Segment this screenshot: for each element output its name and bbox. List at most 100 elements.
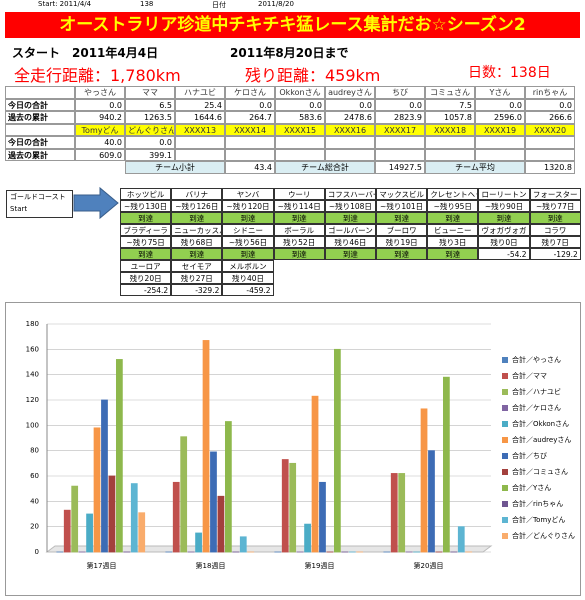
table-cell (175, 136, 225, 149)
row-label (5, 123, 75, 136)
city-name: コフスハーバー (324, 188, 376, 200)
remaining-distance: 残り距離：459km (245, 66, 381, 85)
city-days: 残り20日 (120, 272, 172, 284)
legend-swatch (502, 437, 508, 443)
legend-swatch (502, 501, 508, 507)
bar (180, 436, 188, 553)
y-tick-label: 0 (35, 548, 39, 556)
team-avg: 1320.8 (525, 161, 575, 174)
table-cell: XXXX18 (425, 123, 475, 136)
city-status: 到達 (171, 212, 223, 224)
bar (210, 451, 217, 553)
table-cell (475, 136, 525, 149)
end-date: 2011/8/20 (258, 0, 294, 8)
city-status: 到達 (478, 212, 530, 224)
chart-frame (5, 302, 581, 596)
table-cell: XXXX20 (525, 123, 575, 136)
bar (319, 481, 326, 553)
table-cell (325, 148, 375, 161)
table-cell: ママ (125, 86, 175, 99)
x-tick-label: 第17週目 (87, 561, 117, 570)
bar (457, 526, 465, 553)
y-tick-label: 120 (26, 396, 39, 404)
bar (390, 473, 398, 553)
city-days: ~残り77日 (529, 200, 581, 212)
legend-label: 合計／コミュさん (512, 467, 568, 476)
table-cell: Tomyどん (75, 123, 125, 136)
legend-swatch (502, 405, 508, 411)
table-cell (425, 136, 475, 149)
day-count: 日数：138日 (468, 65, 551, 81)
y-tick-label: 20 (30, 523, 39, 531)
city-status: 到達 (427, 248, 479, 260)
city-status: 到達 (273, 248, 325, 260)
arrow-shape (73, 186, 119, 220)
bar (138, 512, 146, 553)
legend-swatch (502, 373, 508, 379)
table-cell: 6.5 (125, 98, 175, 111)
city-name: コラワ (529, 224, 581, 236)
bar (93, 427, 101, 553)
table-cell: 609.0 (75, 148, 125, 161)
city-days: 残り7日 (529, 236, 581, 248)
bar (398, 473, 406, 553)
bar (101, 399, 108, 553)
bar (115, 359, 123, 553)
bar (86, 513, 93, 553)
bar (289, 462, 297, 553)
city-days: 残り68日 (171, 236, 223, 248)
end-line: 2011年8月20日まで (230, 46, 349, 60)
avg-label: チーム平均 (425, 161, 525, 174)
city-status: 到達 (376, 248, 428, 260)
subtotal: 43.4 (225, 161, 275, 174)
legend-label: 合計／ハナユビ (512, 387, 561, 396)
city-days: ~残り90日 (478, 200, 530, 212)
y-tick-label: 60 (30, 472, 39, 480)
y-tick-label: 40 (30, 497, 39, 505)
city-remaining: -129.2 (529, 248, 581, 260)
city-name: ヴォガヴォガ (478, 224, 530, 236)
table-cell (375, 136, 425, 149)
legend-label: 合計／Tomyどん (512, 515, 565, 524)
bar (428, 450, 435, 553)
city-status: 到達 (376, 212, 428, 224)
table-cell: 1644.6 (175, 111, 225, 124)
city-days: 残り19日 (376, 236, 428, 248)
table-cell: Yさん (475, 86, 525, 99)
start-date: Start: 2011/4/4 (38, 0, 92, 8)
course-grid: ホッツピル ~残り130日 到達 バリナ ~残り126日 到達 ヤンバ ~残り120日 到達 ウー… (120, 188, 582, 298)
title-banner: オーストラリア珍道中チキチキ猛レース集計だお☆シーズン2 (5, 12, 580, 38)
city-days: 残り46日 (324, 236, 376, 248)
city-days: ~残り101日 (376, 200, 428, 212)
table-cell: 1263.5 (125, 111, 175, 124)
table-cell (225, 148, 275, 161)
city-name: ボーラル (273, 224, 325, 236)
city-days: ~残り75日 (120, 236, 172, 248)
city-name: フォースター (529, 188, 581, 200)
table-cell: 0.0 (525, 98, 575, 111)
table-cell: 2478.6 (325, 111, 375, 124)
table-cell: XXXX19 (475, 123, 525, 136)
table-cell: コミュさん (425, 86, 475, 99)
arrow (73, 186, 119, 220)
city-status: 到達 (222, 248, 274, 260)
bar (311, 395, 319, 553)
table-cell: XXXX13 (175, 123, 225, 136)
row-label: 今日の合計 (5, 136, 75, 149)
bar (172, 481, 180, 553)
table-cell: 0.0 (75, 98, 125, 111)
city-status: 到達 (222, 212, 274, 224)
bar (63, 509, 71, 553)
city-name: マックスビル (376, 188, 428, 200)
table-cell (425, 148, 475, 161)
city-days: ~残り114日 (273, 200, 325, 212)
legend-swatch (502, 389, 508, 395)
table-cell: 2823.9 (375, 111, 425, 124)
bar (108, 475, 116, 553)
table-cell: 264.7 (225, 111, 275, 124)
legend-swatch (502, 469, 508, 475)
table-cell: ちび (375, 86, 425, 99)
total-label: チーム総合計 (275, 161, 375, 174)
table-cell: Okkonさん (275, 86, 325, 99)
